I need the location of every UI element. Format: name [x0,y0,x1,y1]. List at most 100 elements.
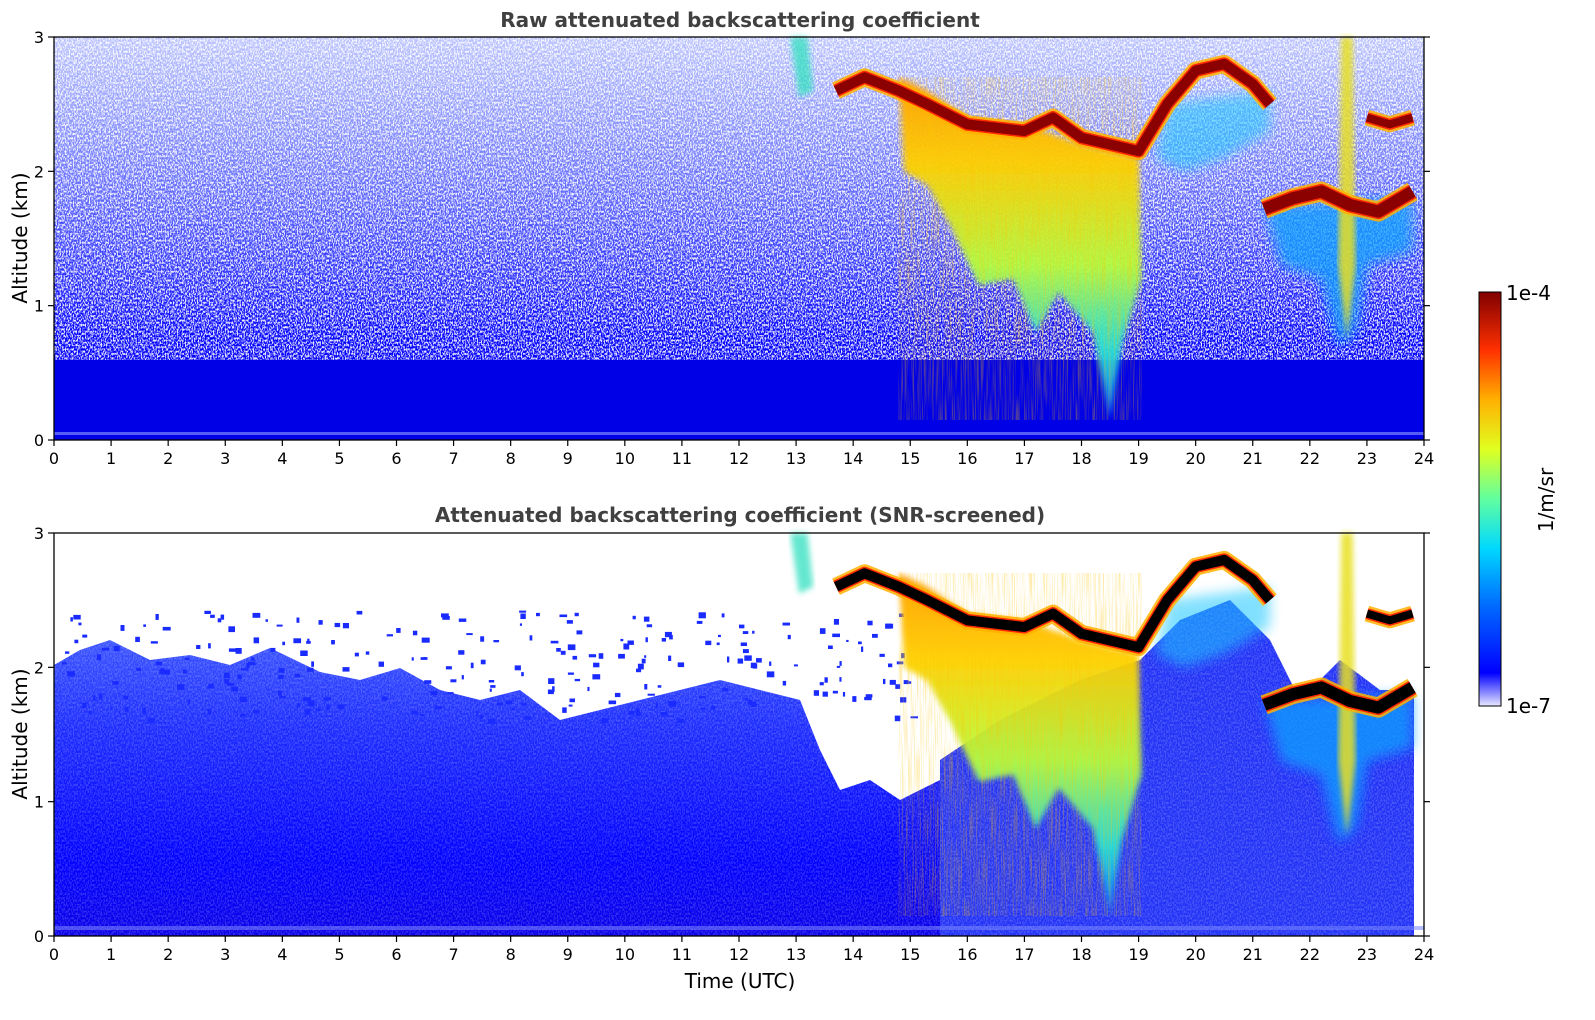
noise-speckle [637,663,644,670]
noise-speckle [307,700,315,707]
noise-speckle [419,713,425,716]
noise-speckle [466,633,473,636]
noise-speckle [899,613,904,617]
noise-speckle [493,640,500,643]
noise-speckle [354,652,359,657]
noise-speckle [832,690,838,694]
noise-speckle [220,614,225,620]
noise-speckle [143,624,146,627]
noise-speckle [204,610,211,614]
noise-speckle [832,633,840,638]
noise-speckle [744,697,749,701]
noise-speckle [742,649,749,654]
noise-speckle [839,661,842,666]
noise-speckle [677,719,684,723]
x-tick-label: 7 [448,449,458,468]
noise-speckle [480,636,485,642]
panel-screened-clouds [790,533,1418,916]
noise-speckle [574,678,581,682]
x-tick-label: 21 [1243,449,1263,468]
cloud-top-layer [833,554,1274,653]
x-tick-label: 19 [1128,945,1148,964]
noise-speckle [282,641,285,646]
x-tick-label: 13 [786,449,806,468]
x-tick-label: 12 [729,449,749,468]
noise-speckle [479,715,483,720]
noise-speckle [96,654,102,661]
noise-speckle [323,697,331,701]
fallstreak-streaks [898,573,1142,916]
noise-speckle [572,655,578,660]
x-tick-label: 8 [506,449,516,468]
x-tick-label: 1 [106,945,116,964]
x-tick-label: 19 [1128,449,1148,468]
noise-speckle [253,637,260,644]
noise-speckle [664,631,672,638]
x-axis-label: Time (UTC) [684,969,796,993]
noise-speckle [411,710,418,715]
noise-speckle [315,708,321,712]
x-tick-label: 23 [1357,449,1377,468]
noise-speckle [819,682,824,686]
panel-raw: Raw attenuated backscattering coefficien… [8,8,1434,468]
noise-speckle [73,614,81,620]
noise-speckle [836,665,841,668]
noise-speckle [307,638,310,642]
noise-speckle [601,718,609,724]
x-tick-label: 22 [1300,945,1320,964]
noise-speckle [278,675,284,679]
noise-speckle [644,684,648,690]
noise-speckle [435,706,442,710]
noise-speckle [70,617,73,622]
x-tick-label: 11 [672,945,692,964]
noise-speckle [567,644,576,651]
noise-speckle [548,678,555,684]
noise-speckle [710,705,716,710]
noise-speckle [523,716,531,720]
noise-speckle [337,704,345,710]
x-tick-label: 21 [1243,945,1263,964]
x-tick-label: 2 [163,449,173,468]
y-tick-label: 2 [34,658,44,677]
panel-screened-noise-speckles [61,610,918,725]
noise-speckle [819,628,826,634]
y-tick-label: 3 [34,28,44,47]
noise-speckle [150,641,158,644]
noise-speckle [412,630,418,636]
noise-speckle [223,672,230,678]
colorbar: 1e-4 1e-7 1/m/sr [1478,281,1558,718]
noise-speckle [421,637,430,643]
noise-speckle [636,668,642,673]
noise-speckle [307,667,314,672]
panel-screened-x-axis: 0 1 2 3 4 5 6 7 8 9 10 11 12 13 14 15 16 17 18 19 20 21 22 23 24 [49,936,1434,964]
x-tick-label: 14 [843,449,863,468]
noise-speckle [382,696,388,701]
noise-speckle [852,696,857,702]
noise-speckle [505,700,513,705]
x-tick-label: 17 [1014,449,1034,468]
x-tick-label: 20 [1185,449,1205,468]
noise-speckle [661,638,666,642]
noise-speckle [858,641,862,645]
noise-speckle [620,638,624,642]
noise-speckle [644,655,647,658]
x-tick-label: 14 [843,945,863,964]
x-tick-label: 10 [615,449,635,468]
noise-speckle [900,697,907,703]
x-tick-label: 16 [957,449,977,468]
right-plume [1264,694,1413,842]
noise-speckle [696,620,703,624]
x-tick-label: 12 [729,945,749,964]
noise-speckle [65,651,70,654]
noise-speckle [142,707,147,714]
noise-speckle [102,647,110,651]
noise-speckle [304,709,311,715]
noise-speckle [568,704,573,707]
noise-speckle [587,686,590,692]
panel-raw-y-label: Altitude (km) [8,172,32,303]
noise-speckle [252,612,261,618]
noise-speckle [248,661,256,666]
noise-speckle [623,643,630,650]
noise-speckle [643,616,650,622]
x-tick-label: 18 [1071,945,1091,964]
